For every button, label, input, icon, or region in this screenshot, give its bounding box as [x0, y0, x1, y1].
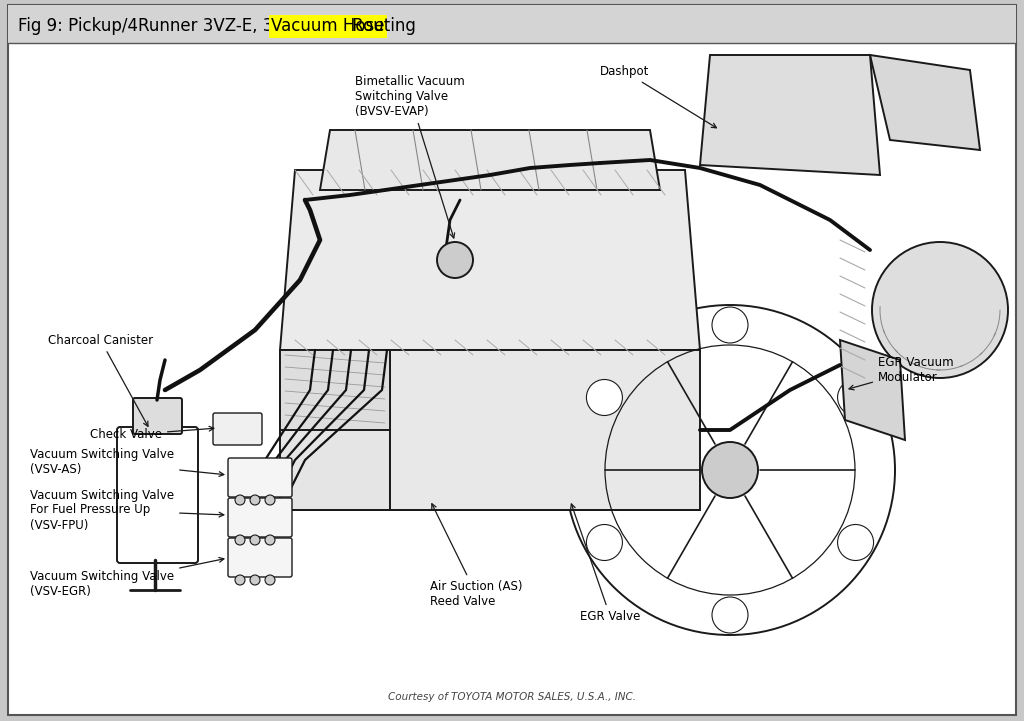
Text: Bimetallic Vacuum
Switching Valve
(BVSV-EVAP): Bimetallic Vacuum Switching Valve (BVSV-…	[355, 75, 465, 238]
Text: Vacuum Switching Valve
For Fuel Pressure Up
(VSV-FPU): Vacuum Switching Valve For Fuel Pressure…	[30, 489, 224, 531]
Text: Charcoal Canister: Charcoal Canister	[48, 334, 154, 426]
Text: EGR Vacuum
Modulator: EGR Vacuum Modulator	[849, 356, 953, 390]
Circle shape	[234, 495, 245, 505]
Circle shape	[587, 379, 623, 415]
FancyBboxPatch shape	[213, 413, 262, 445]
Circle shape	[712, 597, 748, 633]
Text: Check Valve: Check Valve	[90, 426, 214, 441]
Circle shape	[702, 442, 758, 498]
FancyBboxPatch shape	[228, 538, 292, 577]
Text: Vacuum Hose: Vacuum Hose	[271, 17, 385, 35]
Circle shape	[250, 495, 260, 505]
FancyBboxPatch shape	[117, 427, 198, 563]
FancyBboxPatch shape	[228, 498, 292, 537]
FancyBboxPatch shape	[228, 458, 292, 497]
Polygon shape	[840, 340, 905, 440]
Text: Vacuum Switching Valve
(VSV-EGR): Vacuum Switching Valve (VSV-EGR)	[30, 557, 224, 598]
Text: EGR Valve: EGR Valve	[570, 504, 640, 623]
Circle shape	[234, 535, 245, 545]
Text: Dashpot: Dashpot	[600, 65, 717, 128]
Polygon shape	[319, 130, 660, 190]
Polygon shape	[280, 350, 390, 430]
Text: Routing: Routing	[347, 17, 416, 35]
Circle shape	[565, 305, 895, 635]
Bar	[8, 5, 1016, 43]
Circle shape	[265, 535, 275, 545]
Circle shape	[234, 575, 245, 585]
FancyBboxPatch shape	[133, 398, 182, 434]
Circle shape	[838, 379, 873, 415]
Text: Vacuum Switching Valve
(VSV-AS): Vacuum Switching Valve (VSV-AS)	[30, 448, 224, 477]
Text: Air Suction (AS)
Reed Valve: Air Suction (AS) Reed Valve	[430, 504, 522, 608]
Polygon shape	[280, 350, 390, 510]
Text: Fig 9: Pickup/4Runner 3VZ-E, 3.0L V6: Fig 9: Pickup/4Runner 3VZ-E, 3.0L V6	[18, 17, 331, 35]
Circle shape	[587, 524, 623, 560]
Polygon shape	[870, 55, 980, 150]
Circle shape	[250, 575, 260, 585]
Circle shape	[250, 535, 260, 545]
Text: Courtesy of TOYOTA MOTOR SALES, U.S.A., INC.: Courtesy of TOYOTA MOTOR SALES, U.S.A., …	[388, 692, 636, 702]
Circle shape	[872, 242, 1008, 378]
Polygon shape	[700, 55, 880, 175]
Circle shape	[437, 242, 473, 278]
Circle shape	[838, 524, 873, 560]
Polygon shape	[390, 350, 700, 510]
Circle shape	[265, 495, 275, 505]
Circle shape	[712, 307, 748, 343]
Circle shape	[265, 575, 275, 585]
Polygon shape	[280, 170, 700, 350]
